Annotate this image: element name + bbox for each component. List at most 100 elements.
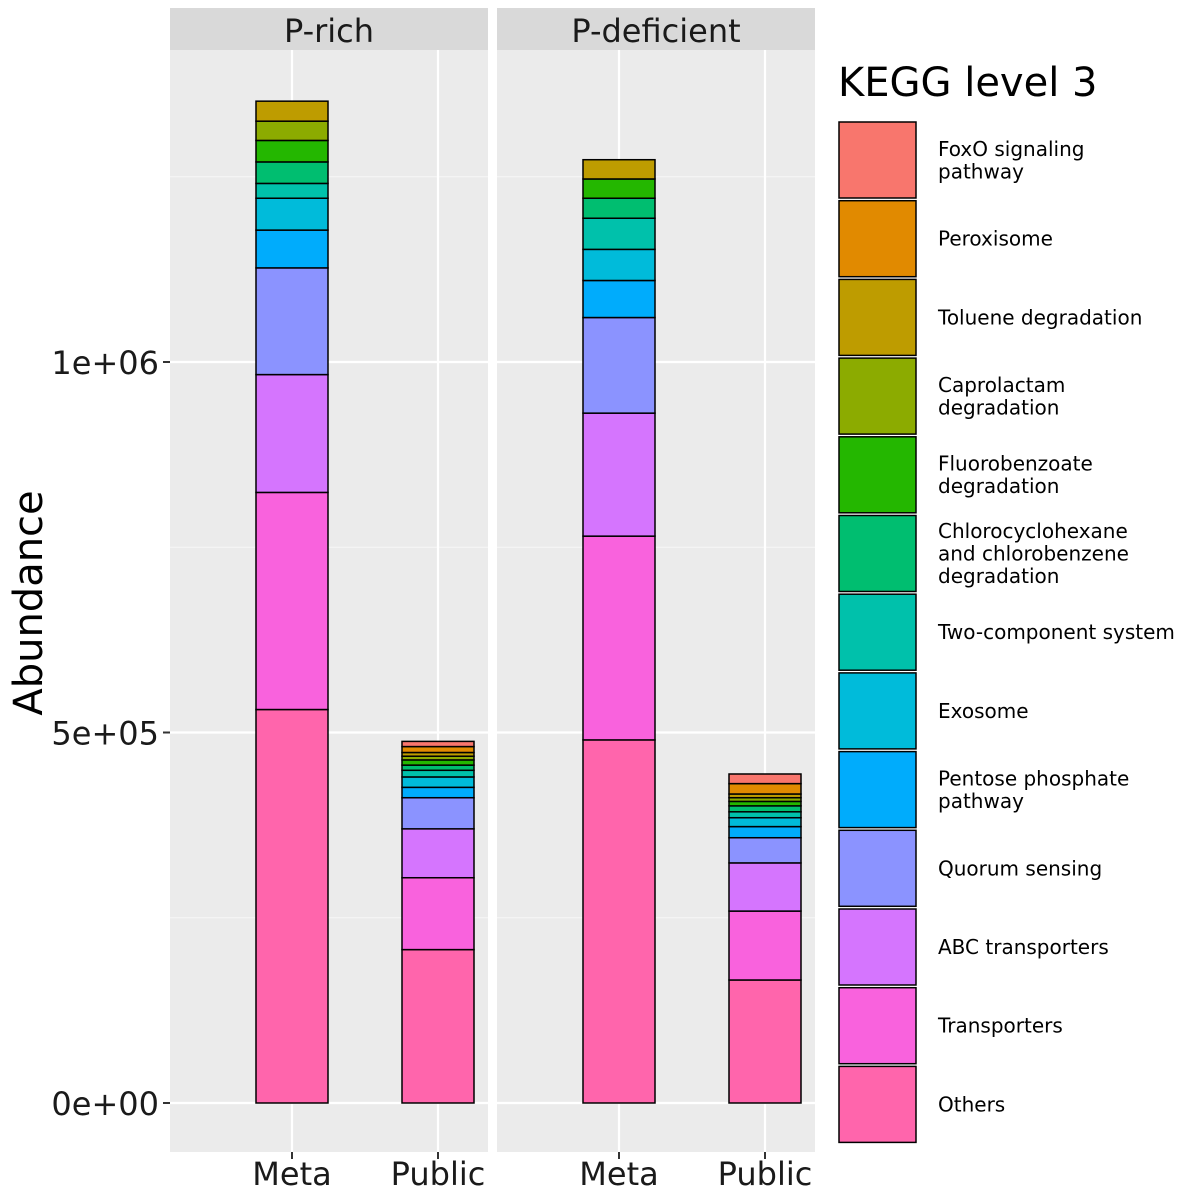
bar-segment-fluorobenzoate-degradation (255, 139, 329, 163)
bar-segment-toluene-degradation (255, 100, 329, 122)
bar-segment-fluorobenzoate-degradation (582, 178, 656, 199)
bar-segment-foxo-signaling-pathway (728, 773, 802, 785)
bar-segment-two-component-system (401, 769, 475, 778)
bar-public (728, 773, 802, 1104)
legend-item-two-component-system: Two-component system (838, 593, 1175, 671)
bar-segment-pentose-phosphate-pathway (401, 786, 475, 799)
bar-segment-transporters (401, 876, 475, 951)
legend-label: Transporters (937, 1014, 1063, 1038)
x-tick-label: Public (391, 1155, 486, 1193)
bar-segment-others (582, 739, 656, 1104)
legend-item-toluene-degradation: Toluene degradation (838, 278, 1142, 357)
bar-segment-toluene-degradation (582, 158, 656, 180)
legend-key (838, 672, 917, 750)
bar-segment-caprolactam-degradation (255, 120, 329, 142)
legend-key (838, 908, 917, 986)
bar-segment-two-component-system (582, 217, 656, 251)
bar-segment-transporters (728, 910, 802, 981)
legend-item-quorum-sensing: Quorum sensing (838, 829, 1102, 908)
legend-item-chlorocyclohexane-and-chlorobenzene-degradation: Chlorocyclohexane and chlorobenzene degrad… (838, 514, 1129, 593)
facet-strip (497, 8, 815, 50)
y-tick-label: 0e+00 (51, 1085, 159, 1123)
legend-item-others: Others (838, 1065, 1005, 1144)
facet-panel-2: P-deficient Meta Public (497, 8, 815, 1193)
bar-meta (255, 100, 329, 1104)
legend-key (838, 750, 917, 829)
legend-item-abc-transporters: ABC transporters (838, 908, 1109, 986)
bar-segment-quorum-sensing (401, 796, 475, 830)
legend-label: Exosome (938, 699, 1029, 723)
legend-key (838, 436, 917, 514)
bar-segment-peroxisome (401, 745, 475, 754)
bar-segment-exosome (582, 248, 656, 282)
legend-key (838, 986, 917, 1065)
legend-key (838, 1065, 917, 1144)
legend-key (838, 357, 917, 435)
bar-segment-transporters (255, 491, 329, 711)
legend-label: Caprolactam degradation (938, 373, 1065, 420)
legend-key (838, 829, 917, 908)
legend-item-peroxisome: Peroxisome (838, 199, 1053, 278)
legend-key (838, 121, 917, 199)
bar-segment-others (401, 948, 475, 1104)
legend-label: Pentose phosphate pathway (938, 766, 1129, 813)
facet-strip-label: P-rich (284, 12, 374, 50)
bar-segment-chlorocyclohexane-and-chlorobenzene-degradation (401, 764, 475, 772)
legend-label: Chlorocyclohexane and chlorobenzene degrad… (938, 519, 1129, 588)
bar-segment-chlorocyclohexane-and-chlorobenzene-degradation (728, 805, 802, 813)
bar-segment-abc-transporters (255, 373, 329, 494)
legend-item-transporters: Transporters (838, 986, 1063, 1065)
legend-label: FoxO signaling pathway (938, 137, 1084, 184)
bar-segment-others (255, 708, 329, 1104)
bar-segment-abc-transporters (728, 862, 802, 912)
legend-item-foxo-signaling-pathway: FoxO signaling pathway (838, 121, 1084, 199)
legend: FoxO signaling pathway Peroxisome Toluene d… (838, 121, 1175, 1144)
legend-item-exosome: Exosome (838, 672, 1029, 750)
legend-label: Quorum sensing (938, 856, 1102, 880)
bar-segment-quorum-sensing (255, 267, 329, 376)
x-tick-label: Meta (252, 1155, 331, 1193)
legend-key (838, 514, 917, 593)
legend-title: KEGG level 3 (838, 60, 1098, 106)
legend-label: Others (938, 1092, 1005, 1116)
facet-panel-1: P-rich Meta Public (170, 8, 488, 1193)
legend-item-pentose-phosphate-pathway: Pentose phosphate pathway (838, 750, 1129, 829)
bar-segment-pentose-phosphate-pathway (728, 825, 802, 839)
bar-segment-quorum-sensing (728, 836, 802, 864)
legend-label: Fluorobenzoate degradation (938, 452, 1093, 499)
bar-segment-abc-transporters (401, 828, 475, 879)
legend-label: Two-component system (937, 620, 1175, 644)
y-axis-title: Abundance (6, 490, 52, 715)
bar-segment-exosome (728, 816, 802, 828)
legend-key (838, 199, 917, 278)
legend-item-fluorobenzoate-degradation: Fluorobenzoate degradation (838, 436, 1093, 514)
bar-segment-pentose-phosphate-pathway (255, 229, 329, 269)
legend-item-caprolactam-degradation: Caprolactam degradation (838, 357, 1065, 435)
bar-segment-fluorobenzoate-degradation (401, 759, 475, 766)
x-tick-label: Meta (579, 1155, 658, 1193)
bar-segment-two-component-system (255, 182, 329, 199)
facet-strip (170, 8, 488, 50)
x-tick-label: Public (718, 1155, 813, 1193)
bar-segment-transporters (582, 535, 656, 741)
legend-label: Toluene degradation (937, 305, 1142, 329)
legend-key (838, 593, 917, 671)
bar-segment-others (728, 979, 802, 1104)
bar-public (401, 740, 475, 1104)
bar-segment-chlorocyclohexane-and-chlorobenzene-degradation (255, 161, 329, 185)
bar-segment-quorum-sensing (582, 316, 656, 414)
bar-segment-exosome (401, 776, 475, 789)
bar-segment-foxo-signaling-pathway (401, 740, 475, 748)
legend-label: ABC transporters (938, 935, 1109, 959)
bar-meta (582, 158, 656, 1104)
bar-segment-exosome (255, 197, 329, 231)
bar-segment-chlorocyclohexane-and-chlorobenzene-degradation (582, 197, 656, 219)
bar-segment-two-component-system (728, 811, 802, 819)
legend-label: Peroxisome (938, 227, 1053, 251)
y-tick-label: 1e+06 (51, 344, 159, 382)
facet-strip-label: P-deficient (571, 12, 740, 50)
bar-segment-abc-transporters (582, 412, 656, 537)
bar-segment-peroxisome (728, 782, 802, 795)
bar-segment-pentose-phosphate-pathway (582, 279, 656, 319)
